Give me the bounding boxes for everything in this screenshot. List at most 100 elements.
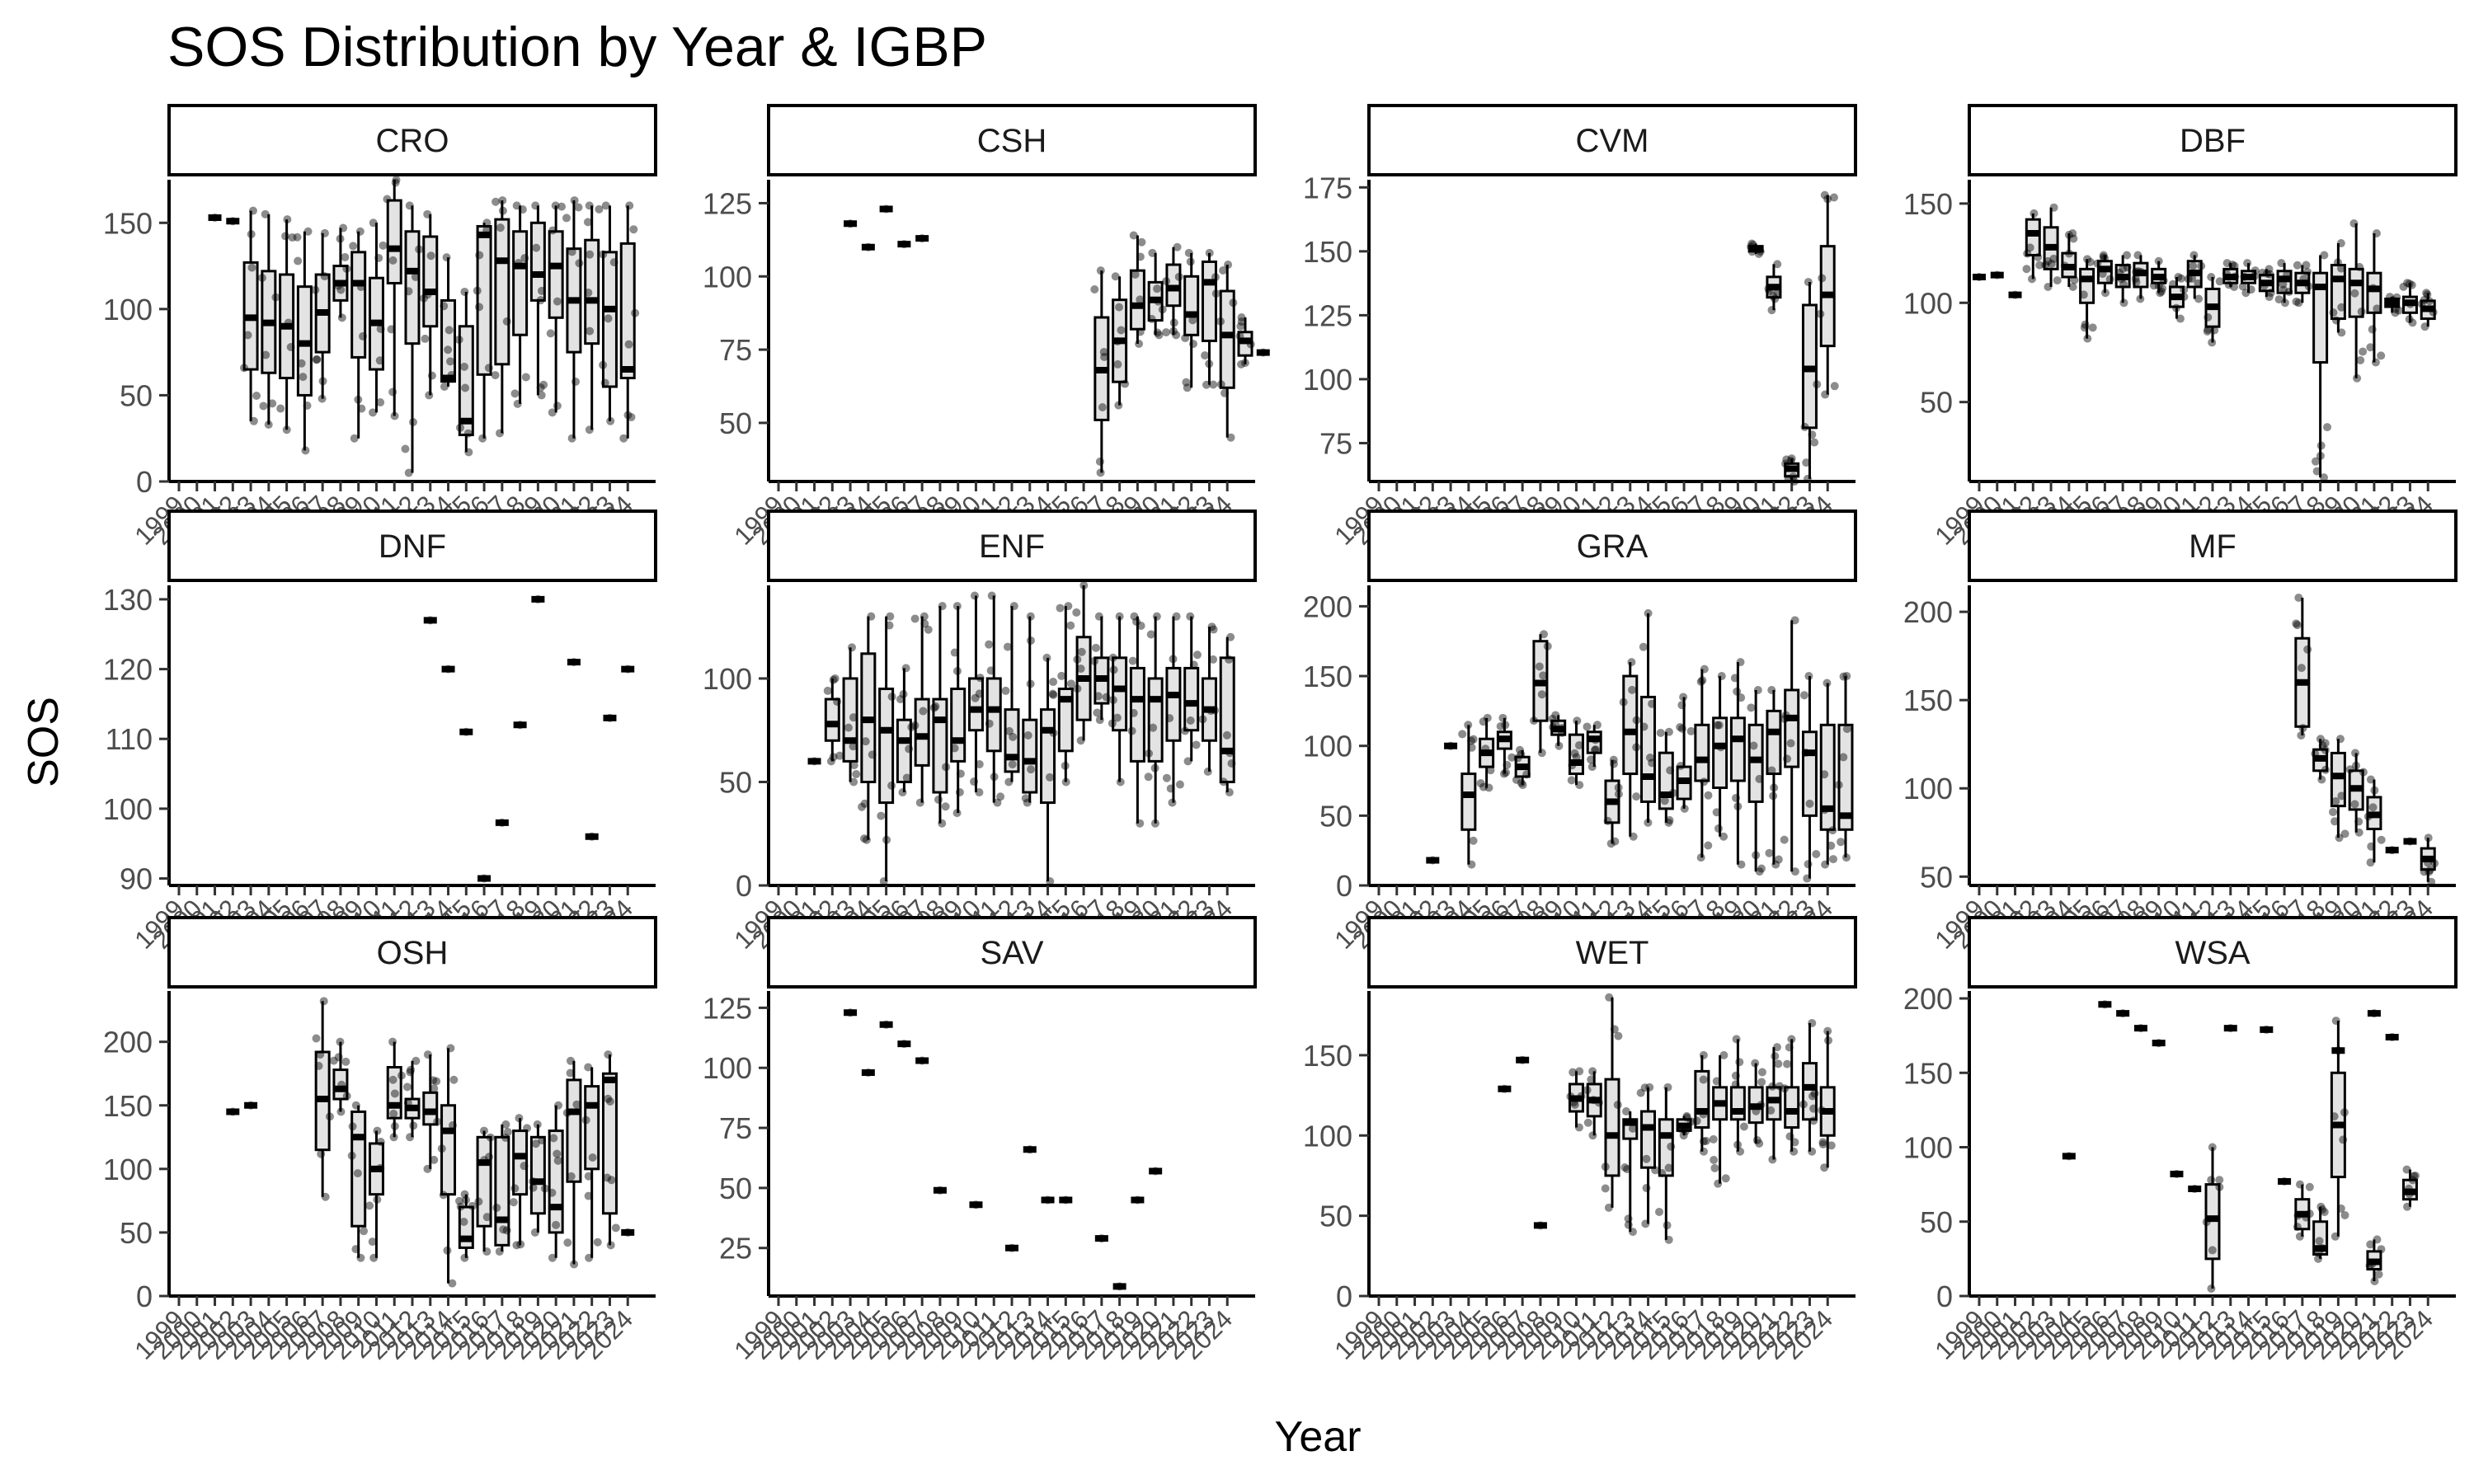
data-point [623, 411, 633, 420]
data-point [566, 1056, 575, 1065]
data-point [1699, 1137, 1708, 1146]
data-point [492, 1203, 501, 1212]
data-point [1073, 684, 1082, 693]
data-point [536, 383, 545, 392]
data-point [536, 296, 545, 305]
data-point [1097, 1234, 1106, 1243]
facet-wsa: WSA0501001502001999200020012002200320042… [1903, 916, 2458, 1365]
data-point [1548, 714, 1557, 723]
y-tick-label: 100 [1303, 363, 1352, 397]
data-point [2356, 355, 2365, 364]
y-tick-label: 125 [703, 186, 752, 220]
strip-label: WET [1576, 935, 1649, 971]
data-point [901, 664, 910, 673]
data-point [2099, 251, 2108, 260]
box-rect [1022, 718, 1038, 794]
data-point [2172, 1170, 2181, 1178]
data-point [1818, 1138, 1827, 1147]
data-point [1824, 1036, 1833, 1045]
data-point [482, 218, 492, 228]
data-point [548, 226, 557, 235]
data-point [2368, 325, 2377, 334]
box-2022 [1781, 454, 1800, 486]
data-point [1577, 1092, 1586, 1101]
data-point [920, 619, 929, 628]
y-tick-label: 100 [103, 792, 153, 826]
data-point [390, 411, 399, 420]
data-point [1799, 1100, 1808, 1109]
data-point [1784, 474, 1793, 483]
data-point [619, 434, 628, 443]
data-point [611, 1223, 620, 1233]
data-point [1805, 799, 1814, 808]
box-2018 [1111, 272, 1130, 410]
box-2006 [896, 664, 916, 797]
box-2024 [1816, 190, 1839, 399]
data-point [586, 250, 595, 259]
data-point [1721, 1174, 1730, 1183]
data-point [1558, 728, 1567, 737]
box-2005 [877, 612, 896, 885]
data-point [1773, 260, 1782, 269]
data-point [1765, 286, 1774, 295]
data-point [896, 695, 905, 704]
y-tick-label: 50 [719, 765, 752, 799]
box-rect [494, 218, 510, 366]
data-point [512, 201, 521, 210]
data-point [2297, 731, 2306, 740]
data-point [1147, 314, 1156, 323]
data-point [2175, 314, 2185, 323]
data-point [810, 757, 819, 766]
data-point [1129, 708, 1138, 717]
data-point [1529, 716, 1538, 726]
data-point [1481, 744, 1490, 754]
data-point [442, 253, 451, 262]
data-point [2295, 1180, 2304, 1189]
y-tick-label: 175 [1303, 171, 1352, 204]
data-point [1207, 622, 1216, 632]
data-point [1658, 1169, 1667, 1178]
data-point [1752, 1135, 1761, 1144]
box-2009 [950, 602, 967, 818]
strip-cro [167, 104, 657, 176]
data-point [1770, 783, 1779, 792]
data-point [1677, 701, 1686, 710]
data-point [1786, 739, 1795, 748]
data-point [2068, 229, 2077, 238]
box-rect [404, 230, 421, 345]
data-point [2350, 289, 2359, 298]
box-2020 [1144, 612, 1164, 828]
data-point [339, 223, 348, 232]
data-point [1588, 1067, 1597, 1076]
strip-dbf [1968, 104, 2458, 176]
data-point [356, 1253, 365, 1262]
data-point [479, 1156, 488, 1165]
data-point [919, 707, 928, 716]
data-point [502, 1226, 511, 1235]
box-2017 [492, 1120, 512, 1256]
data-point [497, 818, 506, 827]
box-2020 [2348, 218, 2368, 383]
data-point [2123, 251, 2132, 260]
data-point [2228, 261, 2237, 270]
data-point [862, 835, 871, 844]
box-2009 [1548, 711, 1567, 750]
data-point [1713, 721, 1722, 730]
data-point [1129, 231, 1138, 240]
data-point [2363, 812, 2373, 821]
data-point [950, 744, 959, 753]
data-point [1537, 690, 1546, 699]
data-point [606, 1241, 615, 1250]
data-point [1736, 658, 1745, 667]
data-point [2355, 262, 2364, 271]
data-point [920, 612, 929, 621]
data-point [2119, 265, 2128, 274]
data-point [1842, 725, 1851, 734]
data-point [1679, 693, 1688, 702]
data-point [368, 1237, 377, 1247]
data-point [2049, 254, 2058, 263]
data-point [2311, 749, 2320, 758]
box-2006 [1496, 713, 1517, 778]
data-point [1114, 401, 1123, 410]
data-point [1839, 672, 1848, 681]
